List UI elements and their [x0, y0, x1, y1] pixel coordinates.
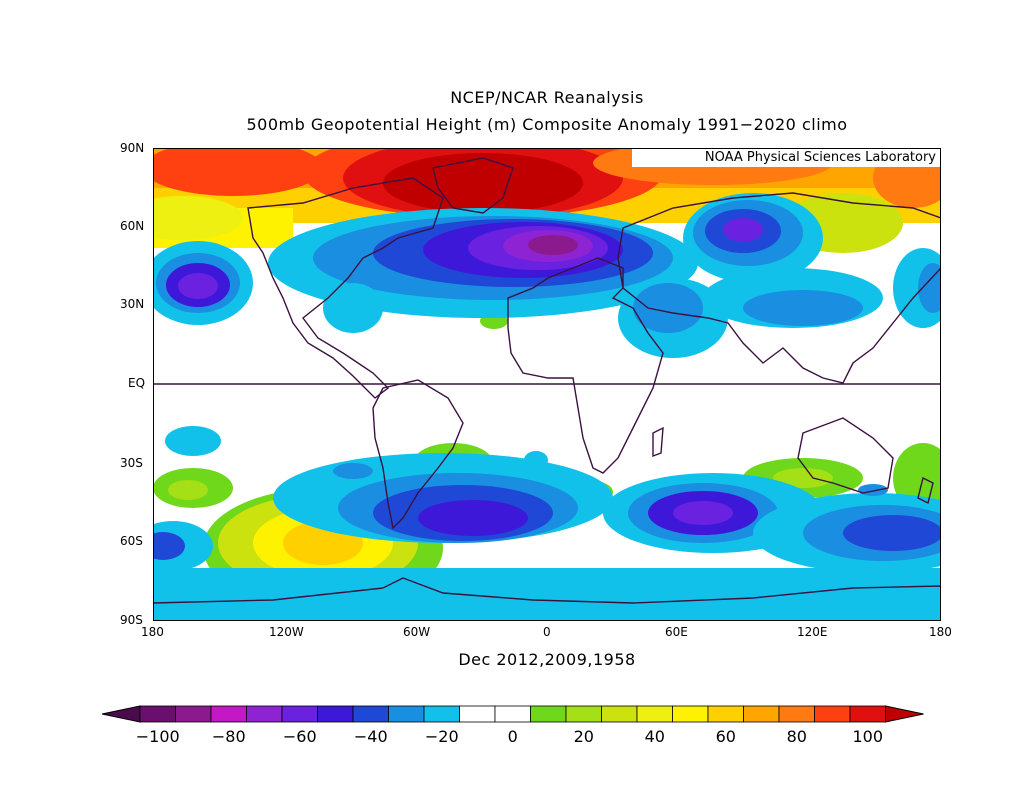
colorbar-cell [778, 705, 815, 723]
colorbar-cell [672, 705, 709, 723]
anomaly-map [153, 148, 941, 621]
colorbar-cell [175, 705, 212, 723]
colorbar-tick-label: 20 [574, 727, 594, 746]
colorbar-tick-label: −20 [425, 727, 459, 746]
colorbar-cell [388, 705, 425, 723]
colorbar-cell [601, 705, 638, 723]
colorbar-cell [494, 705, 531, 723]
colorbar-cell [317, 705, 354, 723]
colorbar-tick-label: 60 [716, 727, 736, 746]
negative-anomaly-fields [153, 193, 941, 621]
credit-label: NOAA Physical Sciences Laboratory [632, 149, 940, 167]
colorbar-cell [352, 705, 389, 723]
lon-tick: 60W [403, 625, 431, 639]
colorbar-cell [849, 705, 886, 723]
lat-tick: 90N [120, 141, 145, 155]
colorbar-tick-label: 0 [508, 727, 518, 746]
title-line-1: NCEP/NCAR Reanalysis [450, 88, 644, 107]
colorbar-tick-label: −80 [212, 727, 246, 746]
colorbar-cell [565, 705, 602, 723]
colorbar-cell [530, 705, 567, 723]
lat-tick: 60S [120, 534, 143, 548]
colorbar-high-arrow [885, 705, 924, 723]
colorbar-cell [707, 705, 744, 723]
lon-tick: 120W [269, 625, 304, 639]
colorbar-tick-label: −100 [136, 727, 180, 746]
lon-tick: 60E [665, 625, 688, 639]
colorbar-cell [814, 705, 851, 723]
colorbar-cell [139, 705, 176, 723]
colorbar-tick-label: 80 [787, 727, 807, 746]
colorbar-tick-label: −40 [354, 727, 388, 746]
colorbar-cell [423, 705, 460, 723]
lat-tick: 60N [120, 219, 145, 233]
coastlines [153, 157, 941, 604]
lat-tick: EQ [128, 376, 146, 390]
composite-dates: Dec 2012,2009,1958 [458, 650, 636, 669]
colorbar-low-arrow [101, 705, 141, 723]
lat-tick: 30S [120, 456, 143, 470]
lon-tick: 180 [929, 625, 952, 639]
colorbar-cell [459, 705, 496, 723]
colorbar-tick-label: 40 [645, 727, 665, 746]
colorbar-labels: −100 −80 −60 −40 −20 0 20 40 60 80 100 [136, 727, 883, 746]
lat-tick: 90S [120, 613, 143, 627]
colorbar-tick-label: 100 [852, 727, 883, 746]
lon-tick: 180 [141, 625, 164, 639]
lon-tick: 120E [797, 625, 828, 639]
colorbar-cell [246, 705, 283, 723]
colorbar-cell [281, 705, 318, 723]
lat-tick: 30N [120, 297, 145, 311]
colorbar-cell [210, 705, 247, 723]
colorbar-cell [636, 705, 673, 723]
colorbar: −100 −80 −60 −40 −20 0 20 40 60 80 100 [101, 705, 924, 746]
colorbar-tick-label: −60 [283, 727, 317, 746]
colorbar-cells [101, 705, 924, 723]
colorbar-cell [743, 705, 780, 723]
title-line-2: 500mb Geopotential Height (m) Composite … [246, 115, 848, 134]
lon-tick: 0 [543, 625, 551, 639]
